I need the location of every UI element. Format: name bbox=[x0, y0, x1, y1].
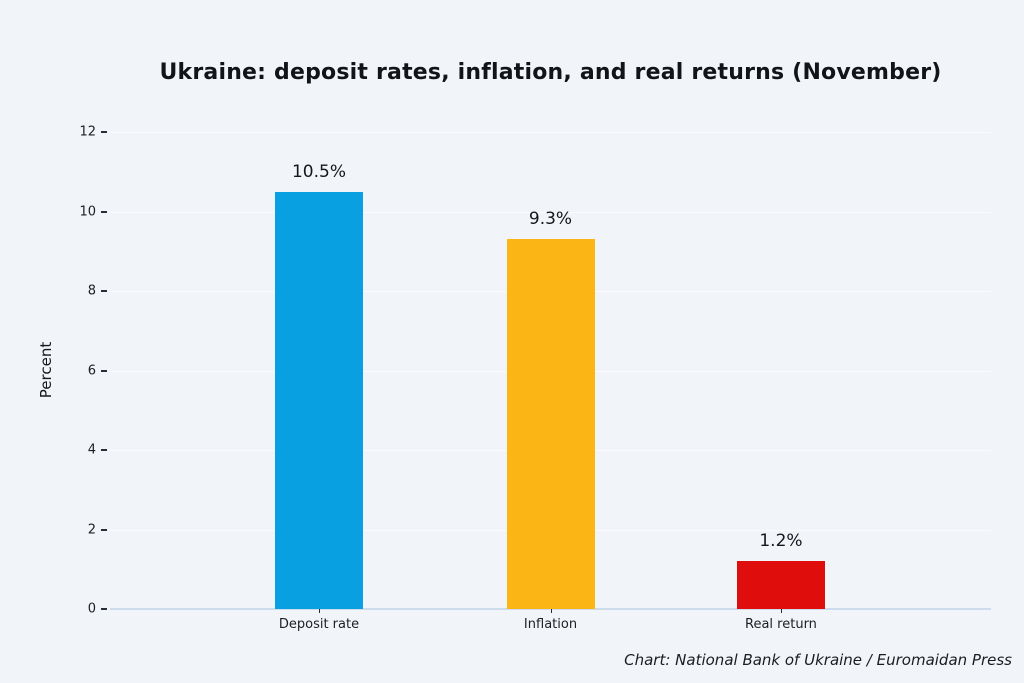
y-tick-label: 6 bbox=[87, 363, 96, 378]
bar-value-label: 1.2% bbox=[759, 531, 803, 552]
y-tick-mark bbox=[101, 210, 107, 213]
y-tick-mark bbox=[101, 608, 107, 610]
bar-inflation bbox=[506, 239, 595, 609]
plot-area: 0 2 4 6 8 10 12 10.5% Deposit rate 9.3% Inflation 1… bbox=[79, 125, 991, 632]
y-tick-label: 10 bbox=[79, 204, 96, 219]
bar-value-label: 9.3% bbox=[528, 209, 573, 230]
x-tick-mark bbox=[550, 609, 552, 613]
y-tick-mark bbox=[101, 369, 107, 372]
y-tick-label: 12 bbox=[79, 124, 96, 140]
y-tick-label: 8 bbox=[87, 283, 96, 299]
y-tick-label: 0 bbox=[87, 601, 96, 617]
y-tick-label: 4 bbox=[87, 442, 96, 458]
y-tick-mark bbox=[101, 528, 107, 531]
gridline-y-12 bbox=[110, 132, 991, 133]
x-tick-mark bbox=[780, 609, 782, 613]
x-tick-mark bbox=[318, 609, 320, 613]
bar-real-return bbox=[736, 561, 825, 609]
bar-deposit-rate bbox=[274, 191, 363, 609]
y-tick-label: 2 bbox=[87, 522, 96, 537]
y-tick-mark bbox=[101, 131, 107, 133]
x-tick-label: Deposit rate bbox=[278, 617, 360, 632]
source-caption: Chart: National Bank of Ukraine / Euroma… bbox=[624, 651, 1012, 669]
y-tick-mark bbox=[101, 290, 107, 292]
x-tick-label: Real return bbox=[745, 617, 817, 632]
bar-value-label: 10.5% bbox=[291, 161, 346, 182]
y-tick-mark bbox=[101, 449, 107, 451]
x-tick-label: Inflation bbox=[523, 617, 578, 632]
chart-title: Ukraine: deposit rates, inflation, and r… bbox=[159, 60, 942, 85]
gridline-y-10 bbox=[110, 211, 991, 213]
